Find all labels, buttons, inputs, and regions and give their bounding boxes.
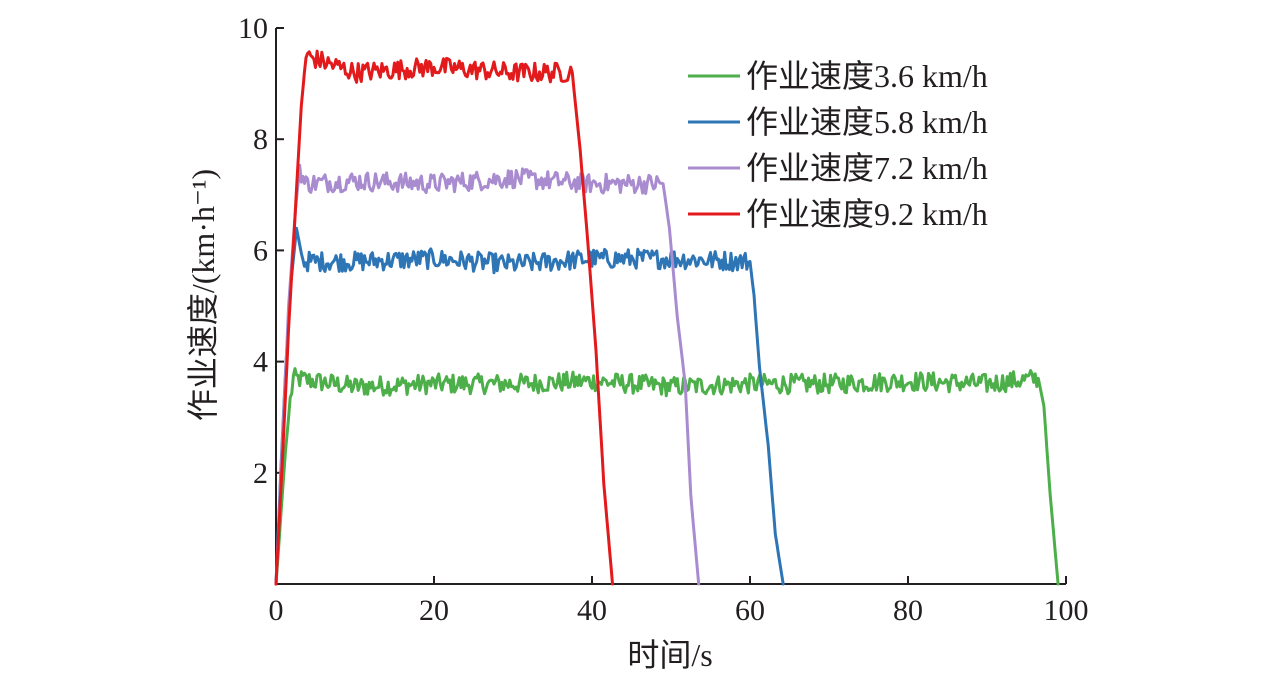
axes (275, 28, 1066, 585)
series-line-2 (274, 226, 785, 586)
series-line-4 (274, 49, 614, 586)
x-tick-label: 40 (577, 594, 607, 627)
y-tick-label: 10 (238, 12, 268, 45)
y-axis-title: 作业速度/(km·h⁻¹) (185, 169, 221, 421)
ticks: 0 20 40 60 80 100 2 4 6 8 10 (238, 12, 1089, 627)
x-tick-label: 80 (893, 594, 923, 627)
series-layer (274, 49, 1060, 586)
x-tick-label: 20 (419, 594, 449, 627)
y-tick-label: 6 (253, 234, 268, 267)
x-axis-title: 时间/s (627, 637, 712, 673)
legend: 作业速度3.6 km/h 作业速度5.8 km/h 作业速度7.2 km/h 作业速度… (688, 58, 988, 232)
series-line-1 (274, 367, 1060, 586)
legend-label-2: 作业速度5.8 km/h (746, 104, 988, 140)
series-line-3 (274, 163, 701, 586)
y-tick-label: 4 (253, 346, 268, 379)
legend-label-1: 作业速度3.6 km/h (746, 58, 988, 94)
x-tick-label: 60 (735, 594, 765, 627)
y-tick-label: 8 (253, 123, 268, 156)
x-tick-label: 0 (269, 594, 284, 627)
legend-label-3: 作业速度7.2 km/h (746, 150, 988, 186)
legend-label-4: 作业速度9.2 km/h (746, 196, 988, 232)
x-tick-label: 100 (1044, 594, 1089, 627)
y-tick-label: 2 (253, 457, 268, 490)
